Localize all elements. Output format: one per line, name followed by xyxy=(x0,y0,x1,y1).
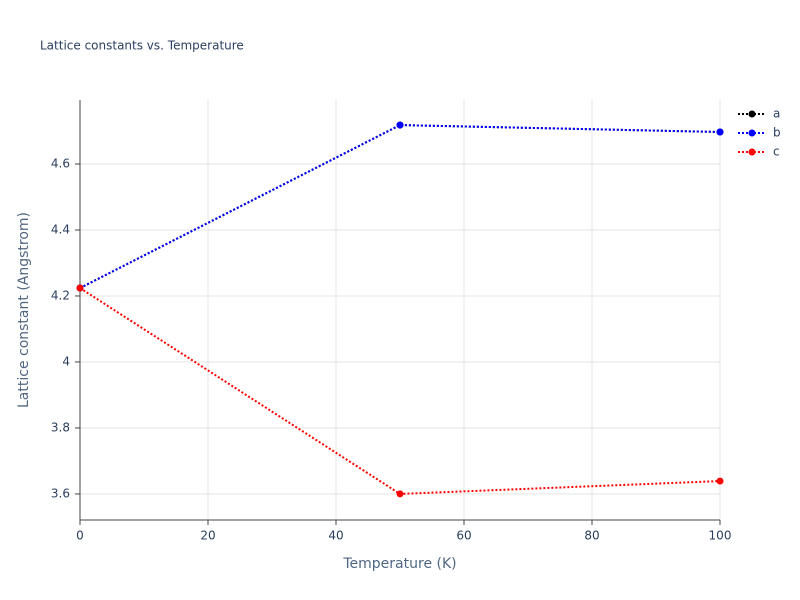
legend-label[interactable]: c xyxy=(773,145,780,159)
y-tick-label: 4.2 xyxy=(51,288,70,302)
x-tick-label: 60 xyxy=(456,529,471,543)
x-tick-label: 80 xyxy=(584,529,599,543)
y-axis-title: Lattice constant (Angstrom) xyxy=(16,212,32,408)
legend-label[interactable]: a xyxy=(773,107,780,121)
series-line xyxy=(79,124,721,289)
x-tick-label: 0 xyxy=(76,529,84,543)
y-tick-label: 4.4 xyxy=(51,222,70,236)
x-axis-title: Temperature (K) xyxy=(342,556,456,572)
y-tick-label: 4.6 xyxy=(51,157,70,171)
legend-marker xyxy=(748,148,756,156)
legend-marker xyxy=(748,110,756,118)
point xyxy=(396,121,404,129)
series-line xyxy=(79,124,721,289)
point xyxy=(76,284,84,292)
chart-title: Lattice constants vs. Temperature xyxy=(40,39,244,53)
point xyxy=(716,477,724,485)
y-tick-label: 4 xyxy=(62,354,70,368)
x-tick-label: 20 xyxy=(200,529,215,543)
x-tick-label: 100 xyxy=(709,529,732,543)
point xyxy=(396,490,404,498)
y-tick-label: 3.6 xyxy=(51,486,70,500)
legend-label[interactable]: b xyxy=(773,126,781,140)
series-line xyxy=(79,287,721,495)
y-tick-label: 3.8 xyxy=(51,420,70,434)
point xyxy=(716,128,724,136)
x-tick-label: 40 xyxy=(328,529,343,543)
legend-marker xyxy=(748,129,756,137)
